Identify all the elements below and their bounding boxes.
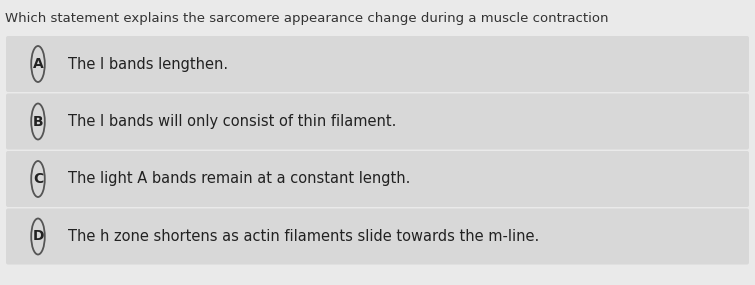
Text: A: A <box>32 57 43 71</box>
Text: D: D <box>32 229 44 243</box>
Text: The I bands will only consist of thin filament.: The I bands will only consist of thin fi… <box>68 114 396 129</box>
Text: The I bands lengthen.: The I bands lengthen. <box>68 56 228 72</box>
Text: The h zone shortens as actin filaments slide towards the m-line.: The h zone shortens as actin filaments s… <box>68 229 539 244</box>
FancyBboxPatch shape <box>6 151 749 207</box>
Text: C: C <box>33 172 43 186</box>
Ellipse shape <box>31 103 45 139</box>
Ellipse shape <box>31 219 45 255</box>
Ellipse shape <box>31 161 45 197</box>
Text: B: B <box>32 115 43 129</box>
Ellipse shape <box>31 46 45 82</box>
Text: The light A bands remain at a constant length.: The light A bands remain at a constant l… <box>68 172 411 186</box>
FancyBboxPatch shape <box>6 36 749 92</box>
FancyBboxPatch shape <box>6 93 749 150</box>
Text: Which statement explains the sarcomere appearance change during a muscle contrac: Which statement explains the sarcomere a… <box>5 12 609 25</box>
FancyBboxPatch shape <box>6 209 749 264</box>
